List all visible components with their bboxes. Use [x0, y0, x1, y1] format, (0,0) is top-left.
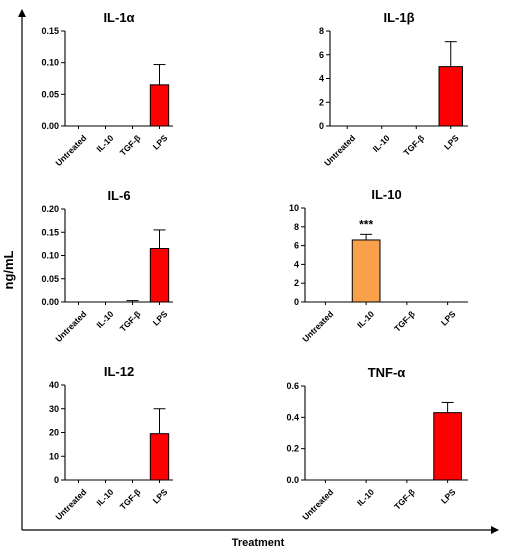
y-tick-label: 0.20: [41, 204, 59, 214]
figure-y-label: ng/mL: [1, 250, 16, 289]
x-tick-label: Untreated: [53, 133, 88, 168]
y-tick-label: 30: [49, 404, 59, 414]
x-tick-label: Untreated: [300, 487, 335, 522]
chart-panel: IL-10 0 2 4 6 8 10 Untreated IL-10 TGF-β LPS ***: [289, 187, 468, 344]
y-tick-label: 0.6: [286, 381, 299, 391]
y-tick-label: 0: [54, 475, 59, 485]
x-tick-label: Untreated: [53, 309, 88, 344]
x-tick-label: TGF-β: [401, 133, 426, 158]
y-tick-label: 6: [294, 241, 299, 251]
x-tick-label: IL-10: [371, 133, 392, 154]
chart-panel: IL-1α 0.00 0.05 0.10 0.15 Untreated IL-10 TGF-β…: [41, 10, 173, 168]
y-tick-label: 0.15: [41, 227, 59, 237]
y-tick-label: 4: [294, 259, 299, 269]
figure-x-label: Treatment: [232, 537, 285, 549]
bar: [149, 433, 170, 481]
x-tick-label: LPS: [151, 487, 170, 506]
y-tick-label: 0.15: [41, 26, 59, 36]
chart-panel: IL-12 0 10 20 30 40 Untreated IL-10 TGF-β LPS: [49, 364, 173, 522]
x-tick-label: LPS: [439, 487, 458, 506]
chart-title: IL-1α: [103, 10, 134, 25]
x-tick-label: LPS: [439, 309, 458, 328]
y-tick-label: 0.4: [286, 412, 299, 422]
y-tick-label: 0.10: [41, 58, 59, 68]
y-tick-label: 20: [49, 428, 59, 438]
chart-panel: IL-6 0.00 0.05 0.10 0.15 0.20 Untreated IL-10 TG…: [41, 188, 173, 344]
x-tick-label: Untreated: [300, 309, 335, 344]
y-tick-label: 0.05: [41, 274, 59, 284]
x-tick-label: TGF-β: [392, 309, 417, 334]
x-tick-label: LPS: [151, 309, 170, 328]
chart-title: IL-1β: [383, 10, 414, 25]
x-tick-label: IL-10: [94, 487, 115, 508]
chart-panel: IL-1β 0 2 4 6 8 Untreated IL-10 TGF-β LPS: [319, 10, 468, 168]
y-tick-label: 10: [49, 451, 59, 461]
x-tick-label: IL-10: [355, 309, 376, 330]
x-tick-label: TGF-β: [118, 133, 143, 158]
y-tick-label: 40: [49, 380, 59, 390]
x-tick-label: Untreated: [322, 133, 357, 168]
y-tick-label: 0: [294, 297, 299, 307]
x-tick-label: Untreated: [53, 487, 88, 522]
chart-title: TNF-α: [368, 365, 406, 380]
y-tick-label: 4: [319, 74, 324, 84]
y-tick-label: 0.2: [286, 444, 299, 454]
bar: [149, 84, 170, 127]
chart-panel: TNF-α 0.0 0.2 0.4 0.6 Untreated IL-10 TGF-β LPS: [286, 365, 468, 522]
y-tick-label: 0: [319, 121, 324, 131]
chart-title: IL-10: [371, 187, 401, 202]
chart-title: IL-12: [104, 364, 134, 379]
y-tick-label: 0.00: [41, 297, 59, 307]
bar: [438, 66, 463, 127]
y-tick-label: 0.10: [41, 251, 59, 261]
y-tick-label: 8: [319, 26, 324, 36]
y-tick-label: 8: [294, 222, 299, 232]
bar: [351, 239, 381, 303]
y-tick-label: 2: [319, 97, 324, 107]
y-tick-label: 0.00: [41, 121, 59, 131]
x-tick-label: TGF-β: [118, 309, 143, 334]
significance-label: ***: [359, 217, 373, 231]
x-tick-label: IL-10: [355, 487, 376, 508]
x-tick-label: IL-10: [94, 133, 115, 154]
chart-title: IL-6: [107, 188, 130, 203]
y-tick-label: 0.05: [41, 89, 59, 99]
x-tick-label: LPS: [151, 133, 170, 152]
bar: [433, 412, 462, 481]
x-tick-label: IL-10: [94, 309, 115, 330]
x-tick-label: TGF-β: [118, 487, 143, 512]
y-tick-label: 0.0: [286, 475, 299, 485]
y-tick-label: 10: [289, 203, 299, 213]
x-tick-label: LPS: [442, 133, 461, 152]
x-tick-label: TGF-β: [392, 487, 417, 512]
y-tick-label: 6: [319, 50, 324, 60]
bar: [149, 248, 170, 303]
y-tick-label: 2: [294, 278, 299, 288]
